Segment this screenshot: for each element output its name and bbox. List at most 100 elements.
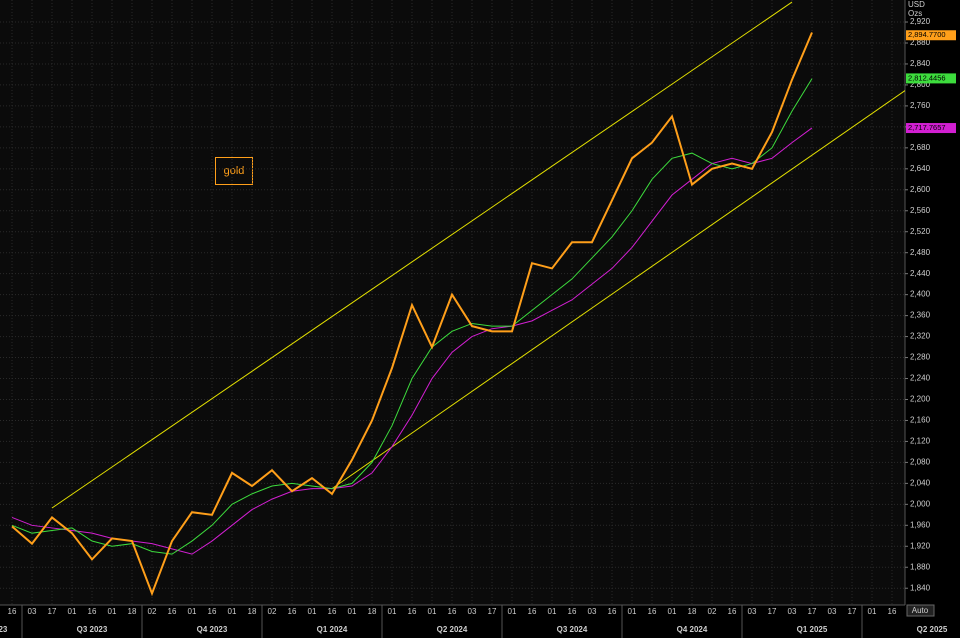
x-tick-label: 01: [108, 607, 117, 616]
quarter-label: Q3 2024: [557, 625, 588, 634]
channel-line: [51, 1, 793, 509]
quarter-label: Q2 2023: [0, 625, 8, 634]
series-line: [11, 127, 813, 555]
x-tick-label: 16: [8, 607, 17, 616]
x-tick-label: 01: [868, 607, 877, 616]
x-tick-label: 16: [288, 607, 297, 616]
x-tick-label: 16: [208, 607, 217, 616]
y-tick-label: 2,400: [910, 290, 931, 299]
x-tick-label: 01: [228, 607, 237, 616]
y-tick-label: 1,960: [910, 520, 931, 529]
x-tick-label: 03: [28, 607, 37, 616]
x-tick-label: 16: [528, 607, 537, 616]
y-tick-label: 2,000: [910, 499, 931, 508]
x-tick-label: 02: [268, 607, 277, 616]
y-tick-label: 2,040: [910, 478, 931, 487]
quarter-label: Q1 2024: [317, 625, 348, 634]
x-tick-label: 02: [148, 607, 157, 616]
x-tick-label: 01: [508, 607, 517, 616]
y-tick-label: 2,160: [910, 416, 931, 425]
x-tick-label: 01: [68, 607, 77, 616]
x-tick-label: 16: [728, 607, 737, 616]
last-value-label: 2,894.7700: [908, 30, 946, 39]
y-tick-label: 2,120: [910, 437, 931, 446]
x-tick-label: 18: [128, 607, 137, 616]
last-value-label: 2,812.4456: [908, 73, 946, 82]
y-tick-label: 2,560: [910, 206, 931, 215]
y-tick-label: 2,680: [910, 143, 931, 152]
plot-area: [0, 0, 905, 605]
y-tick-label: 2,520: [910, 227, 931, 236]
y-tick-label: 2,640: [910, 164, 931, 173]
y-tick-label: 2,280: [910, 353, 931, 362]
x-tick-label: 01: [388, 607, 397, 616]
quarter-label: Q2 2024: [437, 625, 468, 634]
x-tick-label: 16: [648, 607, 657, 616]
x-tick-label: 18: [368, 607, 377, 616]
x-tick-label: 18: [688, 607, 697, 616]
x-tick-label: 01: [188, 607, 197, 616]
x-tick-label: 03: [468, 607, 477, 616]
y-tick-label: 2,320: [910, 332, 931, 341]
x-tick-label: 17: [848, 607, 857, 616]
x-tick-label: 16: [608, 607, 617, 616]
x-tick-label: 03: [588, 607, 597, 616]
y-tick-label: 2,880: [910, 38, 931, 47]
series-line: [11, 78, 813, 555]
x-tick-label: 01: [628, 607, 637, 616]
x-tick-label: 01: [348, 607, 357, 616]
last-value-tag: [906, 73, 956, 84]
quarter-label: Q4 2023: [197, 625, 228, 634]
x-tick-label: 16: [168, 607, 177, 616]
y-tick-label: 2,800: [910, 80, 931, 89]
y-tick-label: 1,920: [910, 541, 931, 550]
x-tick-label: 01: [668, 607, 677, 616]
last-value-tag: [906, 30, 956, 41]
last-value-tag: [906, 123, 956, 134]
bottom-axis-panel: [0, 605, 905, 638]
x-tick-label: 03: [788, 607, 797, 616]
x-tick-label: 18: [248, 607, 257, 616]
x-tick-label: 03: [748, 607, 757, 616]
y-tick-label: 2,200: [910, 395, 931, 404]
x-tick-label: 02: [708, 607, 717, 616]
series-label: gold: [224, 165, 245, 177]
x-tick-label: 01: [548, 607, 557, 616]
y-tick-label: 2,240: [910, 374, 931, 383]
scale-button-label[interactable]: Auto: [912, 606, 929, 615]
y-tick-label: 2,920: [910, 17, 931, 26]
y-tick-label: 2,360: [910, 311, 931, 320]
y-tick-label: 2,440: [910, 269, 931, 278]
x-tick-label: 17: [488, 607, 497, 616]
x-tick-label: 16: [328, 607, 337, 616]
y-tick-label: 2,600: [910, 185, 931, 194]
right-axis-panel: [905, 0, 960, 638]
x-tick-label: 16: [448, 607, 457, 616]
x-tick-label: 01: [308, 607, 317, 616]
x-tick-label: 17: [808, 607, 817, 616]
last-value-label: 2,717.7657: [908, 123, 946, 132]
channel-line: [331, 89, 905, 490]
x-tick-label: 16: [408, 607, 417, 616]
x-tick-label: 17: [768, 607, 777, 616]
y-tick-label: 2,080: [910, 458, 931, 467]
y-tick-label: 2,760: [910, 101, 931, 110]
quarter-label: Q2 2025: [917, 625, 948, 634]
unit-label: Ozs: [908, 9, 922, 18]
x-tick-label: 16: [568, 607, 577, 616]
scale-button[interactable]: [906, 604, 935, 617]
x-tick-label: 03: [828, 607, 837, 616]
series-line: [11, 32, 813, 597]
x-tick-label: 01: [428, 607, 437, 616]
quarter-label: Q1 2025: [797, 625, 828, 634]
x-tick-label: 17: [48, 607, 57, 616]
y-tick-label: 1,840: [910, 583, 931, 592]
y-tick-label: 1,880: [910, 562, 931, 571]
x-tick-label: 16: [88, 607, 97, 616]
y-tick-label: 2,840: [910, 59, 931, 68]
x-tick-label: 16: [888, 607, 897, 616]
unit-label: USD: [908, 0, 925, 9]
y-tick-label: 2,480: [910, 248, 931, 257]
quarter-label: Q4 2024: [677, 625, 708, 634]
